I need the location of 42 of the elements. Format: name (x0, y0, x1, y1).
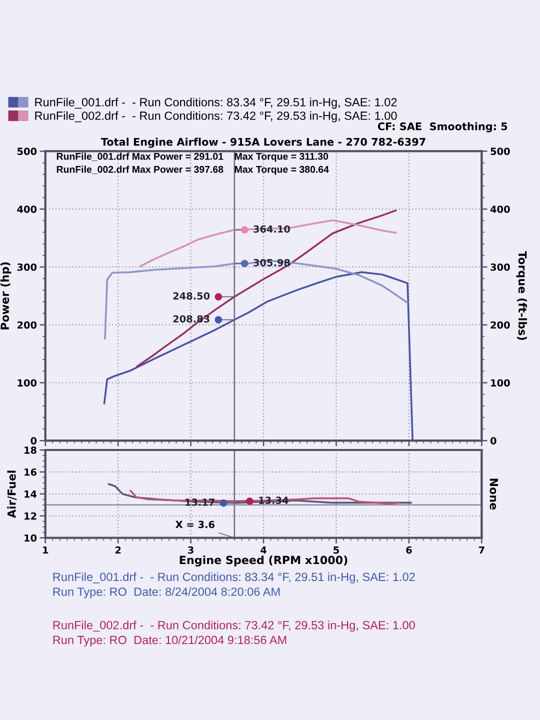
y-tick-label: 100 (18, 379, 37, 387)
y2-tick-label: 0 (490, 437, 496, 444)
annotation: RunFile_001.drf Max Power = 291.01 Max Torque = 311.30 (56, 152, 328, 162)
y-tick-label: 0 (30, 437, 37, 444)
x-tick-label: 5 (334, 546, 339, 554)
y-tick-label: 300 (17, 263, 37, 271)
data-label: 13.17 (186, 498, 214, 506)
y-tick-label: 10 (24, 534, 37, 542)
y-tick-label: 200 (18, 321, 37, 329)
y2-axis-title: None (490, 478, 498, 510)
y2-tick-label: 200 (490, 321, 510, 329)
y-tick-label: 14 (24, 490, 37, 498)
legend-label: RunFile_001.drf - - Run Conditions: 83.34 °F, 29.51 in-Hg, SAE: 1.02 (35, 98, 397, 109)
x-tick-label: 4 (260, 546, 266, 554)
y2-tick-label: 500 (490, 148, 510, 156)
x-tick-label: 2 (115, 546, 121, 554)
data-label: 248.50 (173, 292, 210, 300)
x-axis-title: Engine Speed (RPM x1000) (180, 556, 348, 566)
y-tick-label: 16 (24, 468, 37, 476)
chart-title: Total Engine Airflow - 915A Lovers Lane - 270 782-6397 (100, 138, 426, 148)
y-tick-label: 12 (24, 512, 36, 520)
data-label: 305.98 (254, 258, 290, 266)
y-tick-label: 18 (24, 446, 36, 454)
text: CF: SAE Smoothing: 5 (378, 122, 508, 132)
annotation: RunFile_002.drf Max Power = 397.68 Max Torque = 380.64 (56, 166, 329, 175)
ref-line-label: X = 3.6 (176, 520, 214, 528)
y2-axis-title: Torque (ft-lbs) (516, 251, 527, 340)
y-axis-title: Air/Fuel (7, 470, 17, 518)
y2-tick-label: 100 (491, 379, 510, 387)
x-tick-label: 1 (43, 546, 48, 554)
y2-tick-label: 300 (490, 263, 510, 271)
text: RunFile_002.drf - - Run Conditions: 73.42 °F, 29.53 in-Hg, SAE: 1.00 Run Type: RO Date: 10/21/2004 9:18:56 AM (53, 620, 415, 646)
legend-label: RunFile_002.drf - - Run Conditions: 73.42 °F, 29.53 in-Hg, SAE: 1.00 (35, 111, 397, 122)
x-tick-label: 3 (188, 546, 194, 554)
y2-tick-label: 400 (490, 206, 510, 213)
text: RunFile_001.drf - - Run Conditions: 83.34 °F, 29.51 in-Hg, SAE: 1.02 Run Type: RO Date: 8/24/2004 8:20:06 AM (53, 572, 415, 598)
y-tick-label: 500 (17, 148, 37, 156)
x-tick-label: 6 (406, 546, 412, 554)
y-tick-label: 400 (17, 206, 37, 213)
x-tick-label: 7 (478, 546, 484, 554)
y-axis-title: Power (hp) (0, 262, 12, 330)
data-label: 364.10 (254, 225, 290, 233)
